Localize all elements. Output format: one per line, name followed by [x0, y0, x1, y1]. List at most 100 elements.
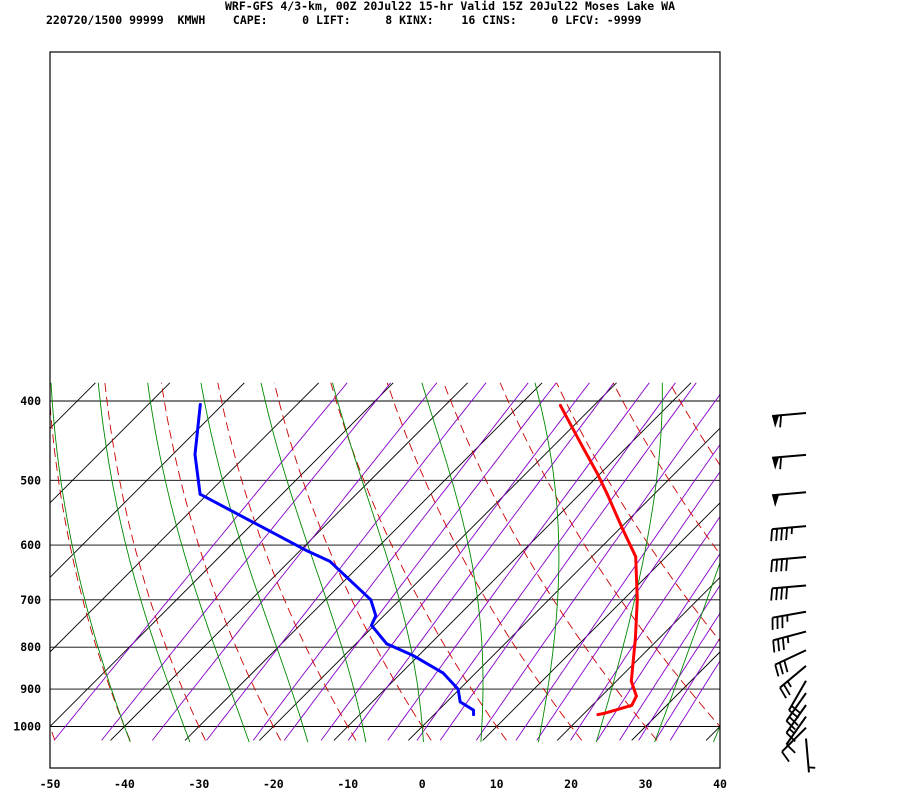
chart-title: WRF-GFS 4/3-km, 00Z 20Jul22 15-hr Valid … — [224, 0, 676, 13]
dewpoint-point — [193, 453, 197, 456]
barb-staff — [772, 584, 807, 590]
dewpoint-point — [385, 642, 388, 646]
dry-adiabat-line — [50, 399, 131, 741]
moist-adiabat-line — [260, 382, 367, 743]
moist-adiabat-line — [654, 561, 720, 743]
temperature-trace — [558, 403, 639, 717]
temperature-point — [634, 555, 638, 559]
barb-feather — [781, 751, 790, 763]
barb-staff — [774, 649, 807, 666]
barb-staff — [785, 692, 807, 722]
isotherm-line — [556, 576, 720, 741]
wind-barb — [770, 525, 807, 542]
dewpoint-point — [458, 700, 462, 704]
mixing-ratio-line — [536, 471, 720, 741]
mixing-ratio-line — [387, 382, 650, 741]
barb-staff — [772, 453, 807, 459]
y-tick-label: 600 — [20, 538, 41, 552]
barb-feather — [775, 559, 779, 572]
dewpoint-point — [370, 623, 373, 627]
dewpoint-point — [441, 671, 445, 675]
mixing-ratio-line — [101, 382, 391, 741]
barb-feather — [783, 660, 789, 673]
wind-barb — [805, 738, 816, 773]
barb-feather — [781, 637, 785, 650]
barb-staff — [785, 704, 807, 734]
isotherm-line — [407, 427, 720, 741]
isotherm-line — [259, 382, 617, 741]
x-tick-label: 10 — [490, 777, 504, 791]
moist-adiabat-line — [421, 382, 484, 743]
plot-frame — [49, 51, 721, 769]
dry-adiabat-line — [217, 382, 357, 741]
isotherm-line — [50, 382, 245, 579]
dewpoint-point — [456, 687, 460, 691]
dry-adiabat-line — [499, 382, 720, 728]
barb-half-feather — [786, 636, 790, 644]
dewpoint-point — [410, 653, 414, 657]
axis-ticks: -50 -40 -30 -20 -10 0 10 20 30 40 400 500 600 700 800 9… — [13, 394, 727, 791]
barb-feather — [780, 559, 783, 572]
barb-feather — [790, 705, 802, 715]
barb-half-feather — [788, 728, 795, 735]
wind-barb — [772, 630, 807, 653]
dry-adiabat-line — [556, 382, 720, 642]
sounding-traces — [193, 403, 639, 717]
mixing-ratio-line — [439, 382, 697, 741]
barb-staff — [785, 715, 807, 745]
isotherm-line — [50, 382, 171, 504]
temperature-point — [579, 441, 582, 445]
barb-feather — [772, 640, 776, 653]
barb-feather — [778, 662, 784, 675]
dry-adiabat-line — [160, 382, 282, 741]
isotherm-line — [50, 382, 320, 653]
wind-barbs — [770, 412, 816, 773]
temperature-point — [595, 471, 599, 475]
moist-adiabat-line — [147, 382, 250, 743]
y-tick-label: 900 — [20, 682, 41, 696]
mixing-ratio-line — [347, 382, 615, 741]
wind-barb — [774, 649, 807, 677]
temperature-point — [634, 636, 637, 640]
x-tick-label: -10 — [337, 777, 358, 791]
moist-adiabat-line — [534, 382, 560, 743]
y-tick-label: 800 — [20, 640, 41, 654]
barb-feather — [775, 528, 779, 541]
moist-adiabat-line — [200, 382, 309, 743]
wind-barb — [771, 610, 807, 630]
dry-adiabat-line — [839, 383, 900, 741]
isotherm-line — [110, 382, 468, 741]
barb-staff — [805, 738, 810, 773]
barb-feather — [779, 687, 787, 699]
barb-staff — [788, 680, 807, 711]
dewpoint-point — [369, 598, 373, 602]
barb-feather — [770, 588, 774, 601]
barb-flag — [772, 415, 780, 428]
sounding-stats-line: 220720/1500 99999 KMWH CAPE: 0 LIFT: 8 K… — [46, 13, 642, 27]
x-tick-label: -20 — [263, 777, 284, 791]
barb-staff — [779, 665, 807, 689]
isotherm-line — [631, 651, 720, 741]
dry-adiabat-line — [443, 382, 658, 741]
mixing-ratio-line — [638, 612, 720, 741]
temperature-point — [596, 713, 600, 716]
barb-feather — [779, 415, 782, 428]
x-tick-label: 20 — [564, 777, 578, 791]
x-tick-label: -50 — [40, 777, 61, 791]
barb-feather — [774, 664, 780, 677]
barb-feather — [785, 587, 788, 600]
barb-staff — [781, 726, 807, 753]
y-tick-label: 700 — [20, 593, 41, 607]
mixing-ratio-line — [151, 382, 438, 741]
x-tick-label: 40 — [713, 777, 727, 791]
barb-feather — [785, 558, 788, 571]
barb-feather — [770, 529, 774, 542]
mixing-ratio-line — [596, 552, 720, 741]
temperature-point — [635, 598, 639, 602]
mixing-ratio-line — [475, 393, 720, 741]
wind-barb — [772, 491, 807, 508]
dewpoint-point — [305, 549, 309, 553]
barb-feather — [779, 456, 782, 470]
mixing-ratio-line — [669, 660, 720, 741]
